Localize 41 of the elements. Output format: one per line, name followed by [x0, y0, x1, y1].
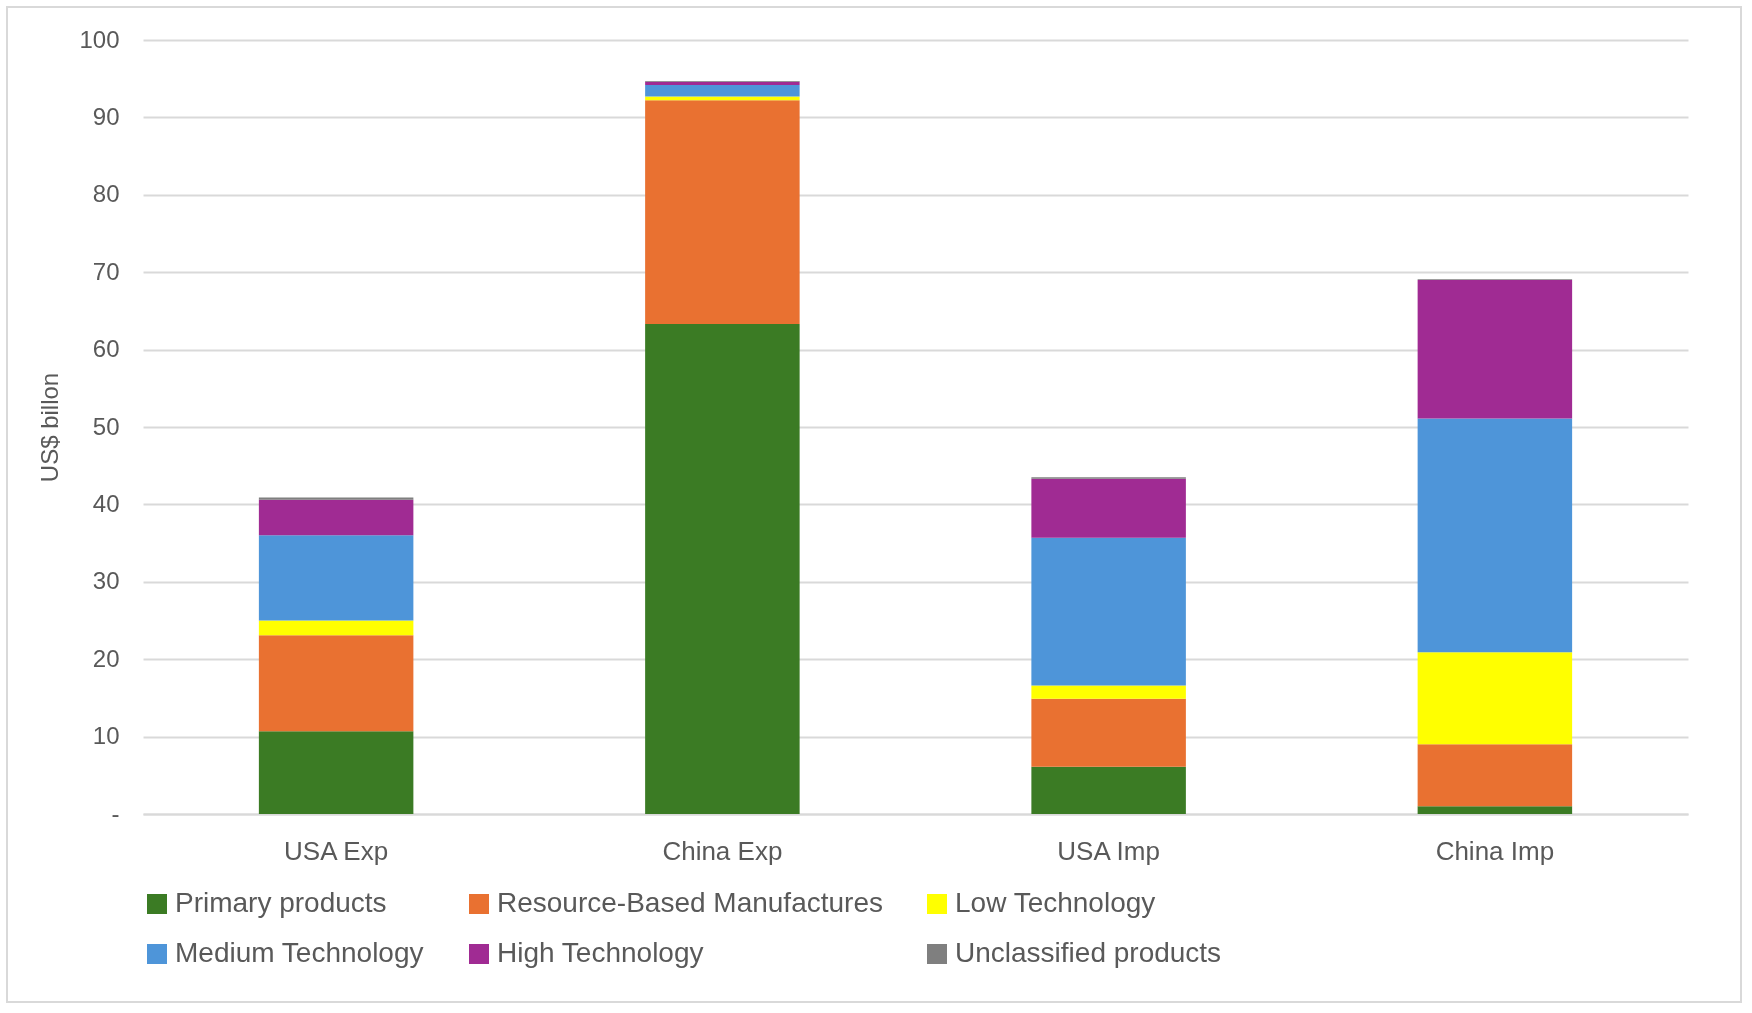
bar — [258, 497, 414, 500]
bar — [645, 324, 800, 814]
legend-label: Primary products — [175, 887, 387, 918]
x-tick-label: China Exp — [662, 835, 783, 866]
y-tick-label: 70 — [92, 257, 120, 285]
y-tick-label: 90 — [92, 102, 120, 130]
bar — [1031, 685, 1186, 699]
legend-label: Medium Technology — [175, 937, 424, 968]
bar — [1417, 744, 1573, 807]
y-tick-label: 60 — [92, 335, 120, 363]
bar — [258, 731, 414, 814]
bar — [1417, 806, 1573, 814]
bar — [1417, 279, 1573, 419]
x-tick-label: USA Exp — [284, 835, 389, 866]
x-tick-label: USA Imp — [1057, 835, 1160, 866]
bar — [258, 499, 414, 536]
y-tick-label: 20 — [92, 644, 120, 672]
bar — [1417, 652, 1573, 745]
bar — [258, 535, 414, 621]
bar — [645, 100, 800, 325]
legend-label: Resource-Based Manufactures — [497, 887, 883, 918]
legend-label: High Technology — [497, 937, 704, 968]
y-tick-label: 10 — [92, 722, 120, 750]
y-tick-label: 80 — [92, 180, 120, 208]
y-tick-label: 100 — [79, 25, 120, 53]
bar — [645, 84, 800, 97]
x-tick-label: China Imp — [1435, 835, 1555, 866]
y-tick-label: 30 — [92, 567, 120, 595]
bar — [1417, 418, 1573, 653]
legend-label: Low Technology — [955, 887, 1156, 918]
y-axis-title: US$ billon — [36, 372, 64, 483]
legend-label: Unclassified products — [955, 937, 1222, 968]
y-tick-label: 40 — [92, 489, 120, 517]
bar — [258, 620, 414, 636]
bar — [258, 635, 414, 732]
y-tick-label: - — [111, 799, 120, 827]
bar — [1031, 478, 1186, 538]
y-tick-label: 50 — [92, 412, 120, 440]
bar — [1031, 698, 1186, 767]
bar — [1031, 766, 1186, 814]
bar — [1031, 537, 1186, 686]
